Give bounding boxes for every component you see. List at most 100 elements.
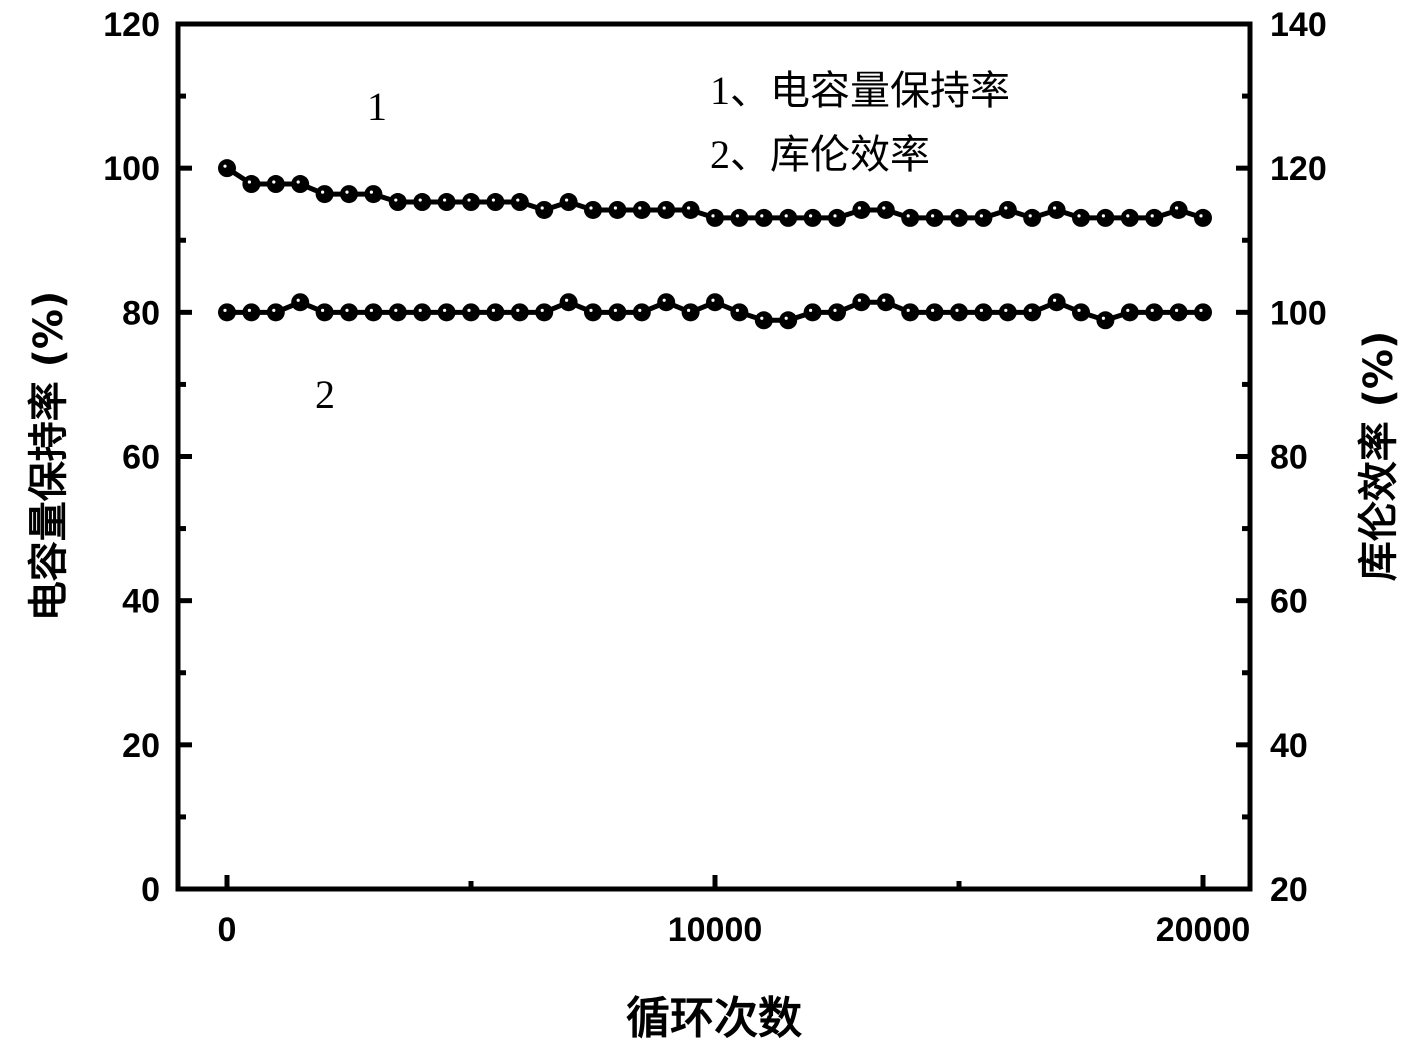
data-point [242,303,261,322]
data-point [1169,303,1188,322]
data-point [1194,303,1212,322]
data-point [388,193,407,212]
data-point [584,303,602,322]
y-tick-label-left: 40 [122,583,160,621]
data-point [998,303,1017,322]
data-point [1145,303,1164,322]
data-point [1072,208,1090,227]
x-tick-label: 10000 [668,911,763,949]
data-point [730,303,749,322]
data-point [706,293,724,312]
data-point [1072,303,1090,322]
data-point [437,193,456,212]
data-point [608,303,627,322]
y-tick-label-right: 60 [1270,583,1308,621]
y-tick-label-right: 20 [1270,871,1308,909]
data-point [1194,208,1212,227]
data-point [974,208,993,227]
data-point [462,303,480,322]
y-tick-label-left: 100 [103,150,160,188]
data-point [730,208,749,227]
data-point [1096,311,1115,330]
data-point [218,159,236,178]
data-point [876,200,895,219]
data-point [950,208,968,227]
data-point [828,208,846,227]
data-point [657,293,676,312]
series-1 [218,159,1212,227]
data-point [779,311,798,330]
x-tick-label: 0 [218,911,237,949]
y-tick-label-right: 120 [1270,150,1327,188]
data-point [535,303,554,322]
y-tick-label-right: 80 [1270,439,1308,477]
data-point [901,208,920,227]
data-point [608,200,627,219]
data-point [388,303,407,322]
data-point [1047,293,1066,312]
data-point [437,303,456,322]
data-point [632,200,651,219]
data-point [706,208,724,227]
data-point [486,193,505,212]
x-axis-title: 循环次数 [626,993,802,1044]
y-axis-title-left: 电容量保持率 (%) [26,291,72,622]
data-point [681,200,700,219]
series-2 [218,293,1212,330]
x-tick-label: 20000 [1156,911,1251,949]
data-point [1169,200,1188,219]
data-point [364,303,383,322]
data-series [218,159,1212,330]
data-point [852,200,871,219]
data-point [803,208,822,227]
data-point [876,293,895,312]
data-point [462,193,480,212]
data-point [413,193,432,212]
data-point [535,200,554,219]
axis-ticks: 0 20 40 60 80 100 120 20 40 60 80 100 120 140 0 10000 20… [103,6,1326,949]
data-point [754,311,773,330]
data-point [242,175,261,194]
data-point [974,303,993,322]
data-point [266,303,285,322]
data-point [779,208,798,227]
data-point [1023,303,1042,322]
data-point [413,303,432,322]
data-point [828,303,846,322]
data-point [950,303,968,322]
data-point [803,303,822,322]
data-point [925,303,944,322]
data-point [754,208,773,227]
data-point [291,293,310,312]
data-point [1023,208,1042,227]
data-point [657,200,676,219]
data-point [1120,208,1139,227]
data-point [901,303,920,322]
data-point [852,293,871,312]
data-point [486,303,505,322]
data-point [559,193,578,212]
data-point [1096,208,1115,227]
data-point [266,175,285,194]
y-tick-label-left: 60 [122,439,160,477]
data-point [998,200,1017,219]
data-point [681,303,700,322]
y-tick-label-left: 0 [141,871,160,909]
y-tick-label-left: 120 [103,6,160,44]
data-point [364,185,383,204]
y-axis-title-right: 库伦效率 (%) [1356,331,1402,582]
curve-1-label: 1 [367,84,387,129]
data-point [584,200,602,219]
data-point [510,303,529,322]
legend-item-1: 1、电容量保持率 [710,68,1010,113]
y-tick-label-right: 40 [1270,727,1308,765]
y-tick-label-right: 100 [1270,294,1327,332]
data-point [340,185,358,204]
data-point [291,175,310,194]
curve-2-label: 2 [315,372,335,417]
data-point [315,303,334,322]
data-point [1145,208,1164,227]
y-tick-label-right: 140 [1270,6,1327,44]
data-point [218,303,236,322]
